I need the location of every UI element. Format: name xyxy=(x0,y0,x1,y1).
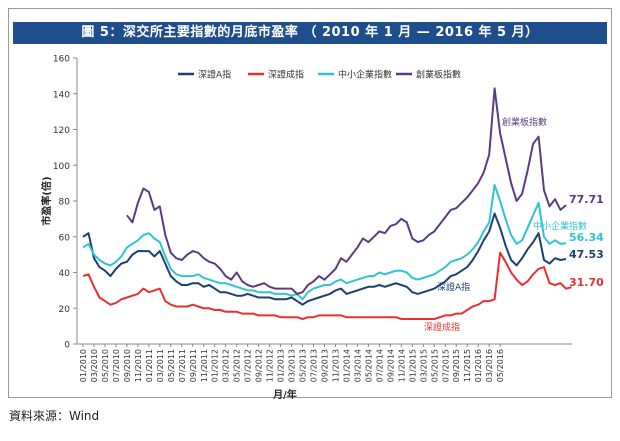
legend-label: 中小企業指數 xyxy=(338,69,392,81)
x-tick-label: 01/2016 xyxy=(474,349,483,382)
x-tick-label: 05/2014 xyxy=(364,349,373,382)
y-tick-label: 20 xyxy=(59,305,71,315)
x-tick-label: 11/2011 xyxy=(200,349,209,382)
chart-frame xyxy=(8,8,612,398)
y-tick-label: 160 xyxy=(53,55,70,65)
x-axis-title: 月/年 xyxy=(272,388,297,401)
x-tick-label: 09/2012 xyxy=(255,349,264,382)
x-tick-label: 01/2015 xyxy=(408,349,417,382)
series-inline-label: 創業板指數 xyxy=(502,116,547,128)
y-tick-label: 120 xyxy=(53,126,70,136)
x-tick-label: 01/2013 xyxy=(277,349,286,382)
y-tick-label: 60 xyxy=(59,233,71,243)
x-tick-label: 07/2014 xyxy=(375,349,384,382)
x-tick-label: 03/2016 xyxy=(485,349,494,382)
legend-label: 創業板指數 xyxy=(416,69,461,81)
x-tick-label: 11/2012 xyxy=(266,349,275,382)
x-tick-label: 11/2013 xyxy=(331,349,340,382)
x-tick-label: 03/2012 xyxy=(222,349,231,382)
x-tick-label: 01/2011 xyxy=(145,349,154,382)
source-note: 資料來源：Wind xyxy=(9,409,100,423)
series-line xyxy=(82,183,567,301)
x-tick-label: 09/2011 xyxy=(189,349,198,382)
x-tick-label: 07/2011 xyxy=(178,349,187,382)
chart-title: 圖 5：深交所主要指數的月底市盈率 （ 2010 年 1 月 — 2016 年 … xyxy=(13,22,607,44)
series-inline-label: 深證A指 xyxy=(437,281,470,293)
y-tick-label: 0 xyxy=(64,341,70,351)
x-tick-label: 03/2014 xyxy=(353,349,362,382)
x-tick-label: 11/2015 xyxy=(463,349,472,382)
y-axis-title: 市盈率(倍) xyxy=(40,176,53,225)
x-tick-label: 05/2015 xyxy=(430,349,439,382)
x-tick-label: 05/2012 xyxy=(233,349,242,382)
x-tick-label: 01/2012 xyxy=(211,349,220,382)
series-line xyxy=(126,87,567,295)
x-tick-label: 11/2014 xyxy=(397,349,406,382)
x-tick-label: 01/2010 xyxy=(79,349,88,382)
series-inline-label: 中小企業指數 xyxy=(533,220,587,232)
end-value-label: 56.34 xyxy=(569,231,604,244)
x-tick-label: 05/2013 xyxy=(299,349,308,382)
series-inline-label: 深證成指 xyxy=(424,321,460,333)
x-tick-label: 01/2014 xyxy=(342,349,351,382)
y-tick-label: 80 xyxy=(59,198,71,208)
x-tick-label: 07/2012 xyxy=(244,349,253,382)
legend-label: 深證成指 xyxy=(268,69,304,81)
y-tick-label: 40 xyxy=(59,269,71,279)
end-value-label: 77.71 xyxy=(569,193,604,206)
series-line xyxy=(82,251,572,320)
y-tick-label: 140 xyxy=(53,90,70,100)
x-tick-label: 07/2010 xyxy=(112,349,121,382)
end-value-label: 31.70 xyxy=(569,276,604,289)
x-tick-label: 03/2011 xyxy=(156,349,165,382)
y-tick-label: 100 xyxy=(53,162,70,172)
legend-label: 深證A指 xyxy=(198,69,231,81)
x-tick-label: 09/2013 xyxy=(321,349,330,382)
x-tick-label: 07/2015 xyxy=(441,349,450,382)
x-tick-label: 09/2010 xyxy=(123,349,132,382)
end-value-label: 47.53 xyxy=(569,248,604,261)
x-tick-label: 03/2013 xyxy=(288,349,297,382)
x-tick-label: 11/2010 xyxy=(134,349,143,382)
x-tick-label: 09/2015 xyxy=(452,349,461,382)
x-tick-label: 09/2014 xyxy=(386,349,395,382)
x-tick-label: 05/2011 xyxy=(167,349,176,382)
x-tick-label: 05/2010 xyxy=(101,349,110,382)
x-tick-label: 03/2015 xyxy=(419,349,428,382)
x-tick-label: 07/2013 xyxy=(310,349,319,382)
x-tick-label: 05/2016 xyxy=(496,349,505,382)
x-tick-label: 03/2010 xyxy=(90,349,99,382)
series-line xyxy=(82,212,567,306)
